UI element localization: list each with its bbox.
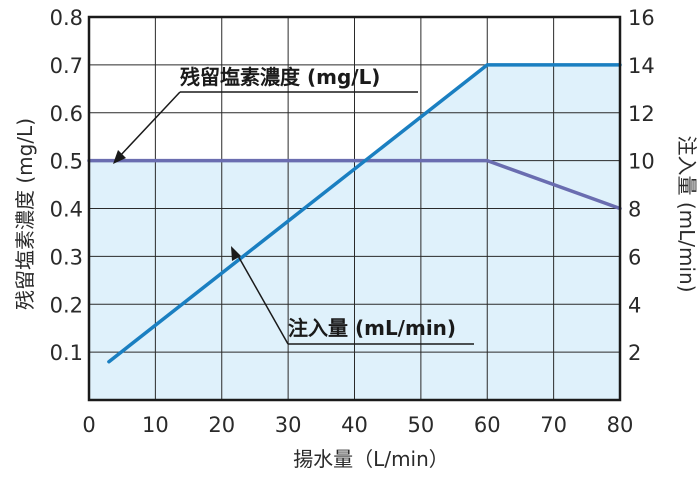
plot-frame — [87, 15, 622, 402]
right-tick-label: 14 — [628, 54, 655, 78]
left-tick-label: 0.3 — [50, 245, 83, 269]
left-axis-ticks: 0.1 0.2 0.3 0.4 0.5 0.6 0.7 0.8 — [50, 6, 83, 365]
x-tick-label: 80 — [607, 413, 634, 437]
annotation-chlorine: 残留塩素濃度 (mg/L) — [113, 65, 418, 164]
x-tick-label: 60 — [474, 413, 501, 437]
x-axis-ticks: 0 10 20 30 40 50 60 70 80 — [82, 413, 633, 437]
annotation-injection: 注入量 (mL/min) — [231, 246, 474, 345]
series-lines — [87, 63, 622, 364]
right-axis-ticks: 2 4 6 8 10 12 14 16 — [628, 6, 655, 365]
left-tick-label: 0.2 — [50, 293, 83, 317]
left-axis-title: 残留塩素濃度 (mg/L) — [13, 118, 37, 310]
right-tick-label: 2 — [628, 341, 641, 365]
chlorine-line — [87, 158, 622, 211]
left-tick-label: 0.1 — [50, 341, 83, 365]
x-tick-label: 50 — [408, 413, 435, 437]
right-tick-label: 16 — [628, 6, 655, 30]
left-tick-label: 0.4 — [50, 198, 83, 222]
left-tick-label: 0.5 — [50, 150, 83, 174]
left-tick-label: 0.6 — [50, 102, 83, 126]
x-tick-label: 70 — [540, 413, 567, 437]
right-axis-title: 注入量 (mL/min) — [675, 135, 699, 292]
annotation-injection-label: 注入量 (mL/min) — [288, 316, 456, 340]
annotation-chlorine-label: 残留塩素濃度 (mg/L) — [180, 65, 380, 89]
right-tick-label: 6 — [628, 245, 641, 269]
right-tick-label: 12 — [628, 102, 655, 126]
grid-lines — [89, 16, 620, 400]
x-tick-label: 0 — [82, 413, 95, 437]
right-tick-label: 4 — [628, 293, 641, 317]
right-tick-label: 8 — [628, 198, 641, 222]
injection-line — [107, 63, 622, 364]
x-tick-label: 30 — [275, 413, 302, 437]
x-axis-title: 揚水量（L/min） — [293, 447, 449, 471]
plot-border — [87, 15, 622, 402]
left-tick-label: 0.8 — [50, 6, 83, 30]
left-tick-label: 0.7 — [50, 54, 83, 78]
x-tick-label: 40 — [341, 413, 368, 437]
x-tick-label: 20 — [208, 413, 235, 437]
x-tick-label: 10 — [142, 413, 169, 437]
right-tick-label: 10 — [628, 150, 655, 174]
